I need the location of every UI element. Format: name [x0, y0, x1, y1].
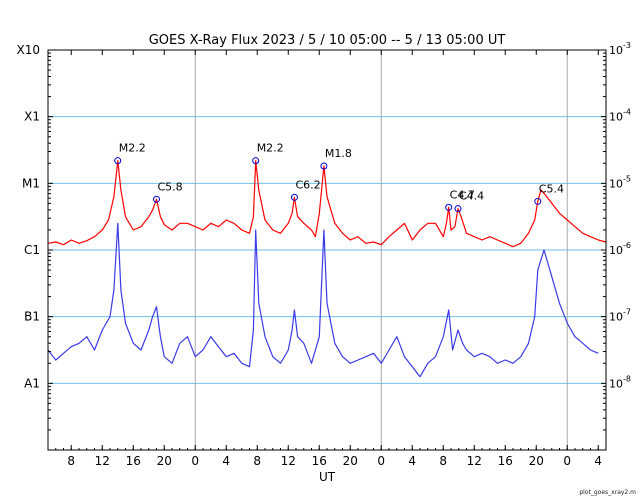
flare-label: C4.7: [450, 188, 475, 201]
y-axis-left: A1 B1 C1 M1 X1 X10: [17, 43, 606, 431]
y-tick-label-left: X10: [17, 43, 41, 57]
y-tick-label-right: 10-3: [609, 41, 631, 57]
x-tick-label: 16: [498, 454, 513, 468]
flare-label: C5.8: [158, 180, 183, 193]
flare-label: C4.4: [459, 190, 484, 203]
flare-marker: [320, 162, 328, 170]
y-tick-exponent: -5: [623, 174, 631, 183]
flare-marker: [534, 197, 542, 205]
x-tick-label: 0: [191, 454, 199, 468]
x-tick-label: 8: [439, 454, 447, 468]
y-tick-label-right: 10-4: [609, 108, 631, 124]
flare-marker: [445, 203, 453, 211]
y-tick-label-left: X1: [24, 110, 40, 124]
x-axis-label: UT: [319, 470, 336, 484]
flare-annotations: M2.2 C5.8 M2.2 C6.2 M1.8 C4.7C4.4 C5.4: [114, 142, 564, 213]
x-tick-label: 0: [563, 454, 571, 468]
x-tick-label: 20: [529, 454, 544, 468]
x-tick-label: 8: [253, 454, 261, 468]
x-tick-label: 20: [157, 454, 172, 468]
y-tick-exponent: -4: [623, 108, 631, 117]
day-boundary-lines: [194, 50, 568, 450]
y-tick-label-left: C1: [24, 243, 40, 257]
x-tick-label: 4: [222, 454, 230, 468]
y-tick-label-left: M1: [22, 176, 40, 190]
y-tick-label-left: A1: [24, 376, 40, 390]
x-tick-label: 12: [281, 454, 296, 468]
y-tick-exponent: -7: [623, 308, 631, 317]
flare-label: M2.2: [257, 142, 284, 155]
x-tick-label: 12: [95, 454, 110, 468]
flare-label: M2.2: [119, 142, 146, 155]
x-tick-label: 16: [126, 454, 141, 468]
chart-title: GOES X-Ray Flux 2023 / 5 / 10 05:00 -- 5…: [149, 33, 506, 48]
series-group: [47, 160, 607, 378]
y-tick-label-right: 10-5: [609, 174, 631, 190]
series-line-long: [47, 160, 607, 248]
horizontal-gridlines: [48, 116, 606, 384]
y-tick-exponent: -3: [623, 41, 631, 50]
x-tick-label: 12: [467, 454, 482, 468]
x-tick-label: 20: [343, 454, 358, 468]
x-tick-label: 4: [408, 454, 416, 468]
x-tick-label: 4: [594, 454, 602, 468]
x-axis: 8 12 16 20 0 4 8 12 16 20 0 4 8 12 16 20 0 4: [55, 50, 602, 468]
flare-marker: [252, 157, 260, 165]
y-tick-label-left: B1: [24, 310, 40, 324]
x-tick-label: 0: [377, 454, 385, 468]
flare-marker: [290, 193, 298, 201]
y-tick-label-right: 10-7: [609, 308, 631, 324]
flare-marker: [114, 157, 122, 165]
y-tick-exponent: -6: [623, 241, 631, 250]
flare-label: C5.4: [539, 182, 564, 195]
y-tick-label-right: 10-8: [609, 374, 631, 390]
y-axis-right: 10-8 10-7 10-6 10-5 10-4 10-3: [601, 41, 631, 390]
series-line-short: [47, 222, 599, 378]
y-tick-label-right: 10-6: [609, 241, 631, 257]
y-tick-exponent: -8: [623, 374, 631, 383]
flare-label: M1.8: [325, 147, 352, 160]
flare-marker: [454, 205, 462, 213]
flare-label: C6.2: [295, 178, 320, 191]
x-tick-label: 8: [67, 454, 75, 468]
footer-credit: plot_goes_xray2.m: [579, 489, 636, 496]
x-tick-label: 16: [312, 454, 327, 468]
flare-marker: [153, 195, 160, 203]
